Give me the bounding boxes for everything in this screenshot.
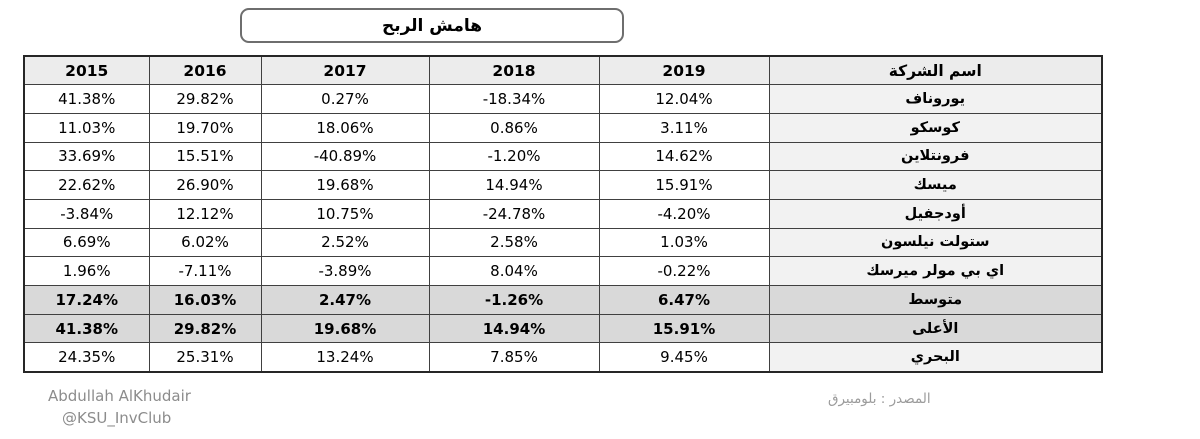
value-cell: 22.62% — [23, 170, 150, 200]
value-cell: 17.24% — [23, 285, 150, 315]
source-note: المصدر : بلومبيرق — [828, 391, 931, 407]
year-header-2018: 2018 — [428, 55, 600, 86]
company-name-cell: كوسكو — [768, 112, 1103, 143]
value-cell: 41.38% — [23, 313, 150, 344]
company-name-cell: أودجفيل — [768, 198, 1103, 229]
value-cell: 15.51% — [148, 141, 262, 172]
company-name-cell: ستولت نيلسون — [768, 227, 1103, 258]
chart-title-box: هامش الربح — [240, 8, 624, 43]
year-header-2017: 2017 — [260, 55, 430, 86]
value-cell: 14.94% — [428, 170, 600, 200]
value-cell: -18.34% — [428, 84, 600, 114]
table-header-row: 2015 2016 2017 2018 2019 اسم الشركة — [23, 55, 1103, 86]
value-cell: 33.69% — [23, 141, 150, 172]
value-cell: 15.91% — [598, 170, 770, 200]
value-cell: -40.89% — [260, 141, 430, 172]
value-cell: -7.11% — [148, 256, 262, 286]
value-cell: 9.45% — [598, 342, 770, 373]
value-cell: 2.52% — [260, 227, 430, 258]
year-header-2016: 2016 — [148, 55, 262, 86]
value-cell: -4.20% — [598, 198, 770, 229]
value-cell: 10.75% — [260, 198, 430, 229]
value-cell: 3.11% — [598, 112, 770, 143]
value-cell: 19.68% — [260, 170, 430, 200]
value-cell: 41.38% — [23, 84, 150, 114]
company-name-cell: اي بي مولر ميرسك — [768, 256, 1103, 286]
value-cell: 25.31% — [148, 342, 262, 373]
value-cell: 14.94% — [428, 313, 600, 344]
author-handle: @KSU_InvClub — [62, 408, 172, 427]
value-cell: -1.26% — [428, 285, 600, 315]
table-row: 22.62% 26.90% 19.68% 14.94% 15.91% ميسك — [23, 170, 1103, 200]
value-cell: 6.69% — [23, 227, 150, 258]
value-cell: 0.86% — [428, 112, 600, 143]
company-name-cell: ميسك — [768, 170, 1103, 200]
value-cell: 13.24% — [260, 342, 430, 373]
company-name-header: اسم الشركة — [768, 55, 1103, 86]
value-cell: 14.62% — [598, 141, 770, 172]
chart-title: هامش الربح — [381, 15, 483, 36]
value-cell: -24.78% — [428, 198, 600, 229]
table-row: -3.84% 12.12% 10.75% -24.78% -4.20% أودجفيل — [23, 198, 1103, 229]
value-cell: 8.04% — [428, 256, 600, 286]
year-header-2019: 2019 — [598, 55, 770, 86]
value-cell: 12.04% — [598, 84, 770, 114]
table-row: 41.38% 29.82% 19.68% 14.94% 15.91% الأعلى — [23, 313, 1103, 344]
value-cell: 29.82% — [148, 84, 262, 114]
author-credit: Abdullah AlKhudair @KSU_InvClub — [48, 386, 191, 430]
author-name: Abdullah AlKhudair — [48, 387, 191, 405]
value-cell: 6.02% — [148, 227, 262, 258]
value-cell: -3.89% — [260, 256, 430, 286]
value-cell: -1.20% — [428, 141, 600, 172]
table-row: 41.38% 29.82% 0.27% -18.34% 12.04% يوروناف — [23, 84, 1103, 114]
value-cell: 2.47% — [260, 285, 430, 315]
table-row: 33.69% 15.51% -40.89% -1.20% 14.62% فرونتلاين — [23, 141, 1103, 172]
value-cell: 1.03% — [598, 227, 770, 258]
company-name-cell: فرونتلاين — [768, 141, 1103, 172]
table-row: 6.69% 6.02% 2.52% 2.58% 1.03% ستولت نيلسون — [23, 227, 1103, 258]
value-cell: 26.90% — [148, 170, 262, 200]
table-row: 17.24% 16.03% 2.47% -1.26% 6.47% متوسط — [23, 285, 1103, 315]
profit-margin-table: 2015 2016 2017 2018 2019 اسم الشركة 41.38% 29.… — [23, 55, 1103, 373]
value-cell: 0.27% — [260, 84, 430, 114]
value-cell: 18.06% — [260, 112, 430, 143]
value-cell: 7.85% — [428, 342, 600, 373]
year-header-2015: 2015 — [23, 55, 150, 86]
value-cell: -0.22% — [598, 256, 770, 286]
value-cell: 12.12% — [148, 198, 262, 229]
value-cell: -3.84% — [23, 198, 150, 229]
value-cell: 6.47% — [598, 285, 770, 315]
value-cell: 19.70% — [148, 112, 262, 143]
value-cell: 15.91% — [598, 313, 770, 344]
table-row: 1.96% -7.11% -3.89% 8.04% -0.22% اي بي مولر م… — [23, 256, 1103, 286]
company-name-cell: الأعلى — [768, 313, 1103, 344]
value-cell: 24.35% — [23, 342, 150, 373]
value-cell: 29.82% — [148, 313, 262, 344]
value-cell: 1.96% — [23, 256, 150, 286]
value-cell: 16.03% — [148, 285, 262, 315]
table-row: 11.03% 19.70% 18.06% 0.86% 3.11% كوسكو — [23, 112, 1103, 143]
value-cell: 19.68% — [260, 313, 430, 344]
company-name-cell: يوروناف — [768, 84, 1103, 114]
company-name-cell: متوسط — [768, 285, 1103, 315]
value-cell: 11.03% — [23, 112, 150, 143]
company-name-cell: البحري — [768, 342, 1103, 373]
value-cell: 2.58% — [428, 227, 600, 258]
table-row: 24.35% 25.31% 13.24% 7.85% 9.45% البحري — [23, 342, 1103, 373]
